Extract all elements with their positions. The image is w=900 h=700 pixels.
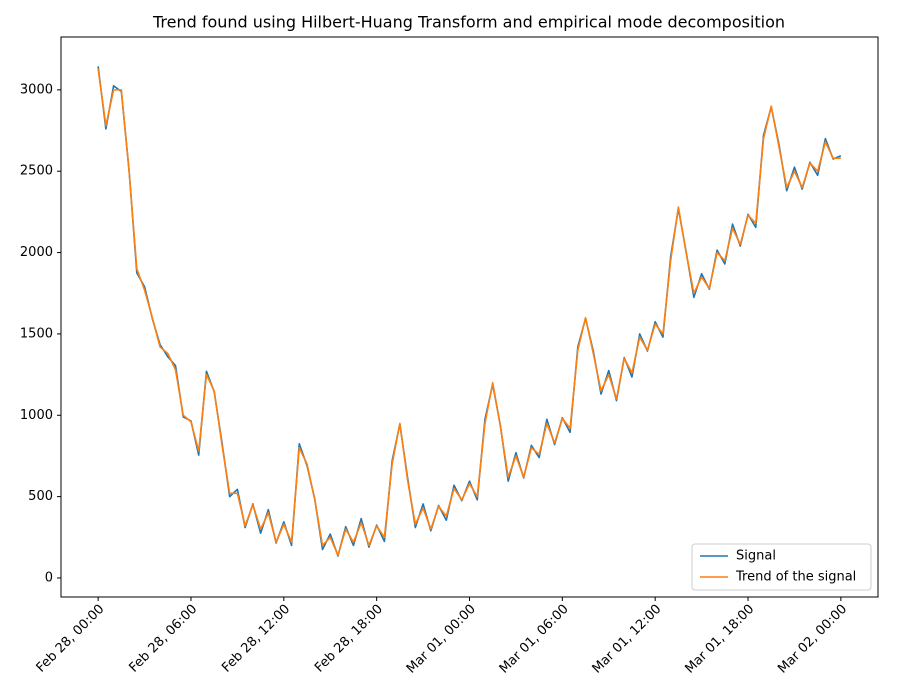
chart-title: Trend found using Hilbert-Huang Transfor… <box>152 13 785 32</box>
x-tick-label: Mar 01, 00:00 <box>404 602 479 677</box>
series-line <box>97 66 842 557</box>
x-tick-label: Feb 28, 18:00 <box>312 602 386 676</box>
series-line <box>97 68 841 556</box>
legend-box <box>691 543 872 591</box>
x-tick-label: Feb 28, 06:00 <box>126 602 200 676</box>
y-tick-label: 3000 <box>20 82 53 97</box>
y-tick-label: 1500 <box>20 326 53 341</box>
legend: Signal Trend of the signal <box>691 543 872 591</box>
x-tick-label: Feb 28, 12:00 <box>219 602 293 676</box>
y-tick-label: 500 <box>28 489 53 504</box>
x-tick-label: Mar 01, 18:00 <box>682 602 757 677</box>
y-tick-label: 0 <box>45 570 53 585</box>
x-tick-label: Feb 28, 00:00 <box>34 602 108 676</box>
y-tick-label: 1000 <box>20 408 53 423</box>
plot-frame <box>60 36 879 598</box>
x-tick-label: Mar 01, 12:00 <box>590 602 665 677</box>
legend-label: Signal <box>736 549 776 564</box>
y-tick-label: 2000 <box>20 245 53 260</box>
x-tick-label: Mar 01, 06:00 <box>497 602 572 677</box>
y-tick-label: 2500 <box>20 164 53 179</box>
x-tick-label: Mar 02, 00:00 <box>775 602 850 677</box>
legend-label: Trend of the signal <box>735 570 856 585</box>
